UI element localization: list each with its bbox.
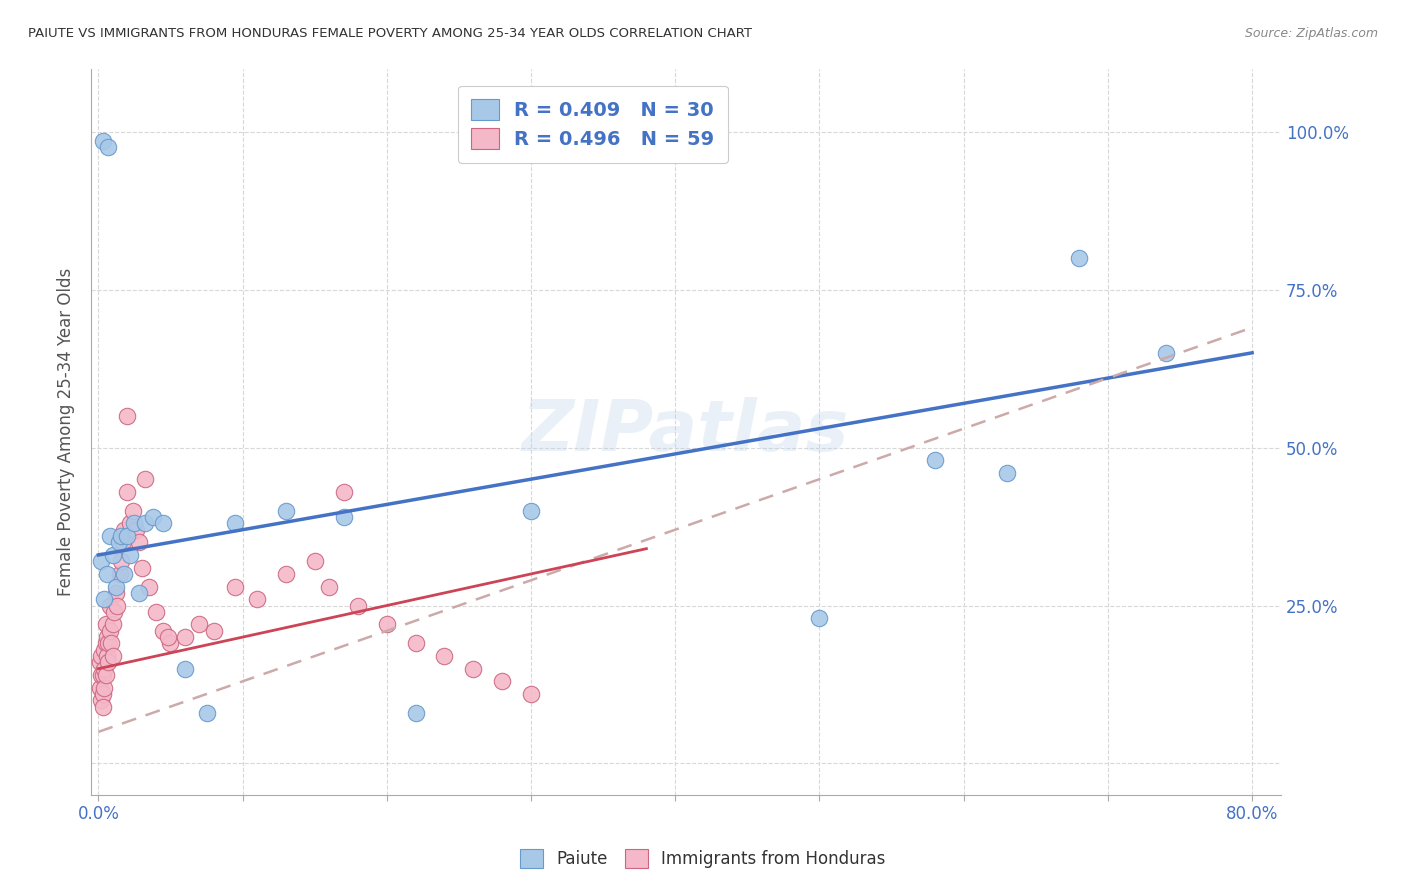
Point xyxy=(104,586,127,600)
Point xyxy=(112,523,135,537)
Point xyxy=(332,484,354,499)
Point xyxy=(159,636,181,650)
Text: Source: ZipAtlas.com: Source: ZipAtlas.com xyxy=(1244,27,1378,40)
Point xyxy=(128,586,150,600)
Point xyxy=(152,516,174,531)
Y-axis label: Female Poverty Among 25-34 Year Olds: Female Poverty Among 25-34 Year Olds xyxy=(58,268,75,596)
Point xyxy=(94,668,117,682)
Point xyxy=(101,649,124,664)
Point xyxy=(93,681,115,695)
Point xyxy=(520,687,543,701)
Point xyxy=(224,516,246,531)
Point xyxy=(142,510,165,524)
Text: ZIPatlas: ZIPatlas xyxy=(523,397,849,467)
Point xyxy=(97,656,120,670)
Point xyxy=(1154,346,1177,360)
Point xyxy=(134,516,156,531)
Point xyxy=(405,636,427,650)
Point xyxy=(93,642,115,657)
Point xyxy=(110,554,132,568)
Point xyxy=(91,134,114,148)
Point xyxy=(375,617,398,632)
Point xyxy=(90,693,112,707)
Point xyxy=(94,636,117,650)
Point xyxy=(96,630,118,644)
Point xyxy=(98,529,121,543)
Point xyxy=(105,599,128,613)
Point xyxy=(93,592,115,607)
Point xyxy=(96,566,118,581)
Point xyxy=(433,649,456,664)
Point xyxy=(995,466,1018,480)
Legend: R = 0.409   N = 30, R = 0.496   N = 59: R = 0.409 N = 30, R = 0.496 N = 59 xyxy=(458,86,728,163)
Point xyxy=(128,535,150,549)
Point xyxy=(174,630,197,644)
Point xyxy=(274,566,297,581)
Point xyxy=(463,662,485,676)
Point xyxy=(115,409,138,423)
Point xyxy=(125,523,148,537)
Point xyxy=(347,599,370,613)
Point xyxy=(120,516,142,531)
Point xyxy=(97,140,120,154)
Point xyxy=(152,624,174,638)
Point xyxy=(332,510,354,524)
Point xyxy=(90,668,112,682)
Point xyxy=(91,687,114,701)
Point xyxy=(115,484,138,499)
Point xyxy=(89,656,111,670)
Point xyxy=(100,636,122,650)
Point xyxy=(97,636,120,650)
Point xyxy=(90,554,112,568)
Point xyxy=(145,605,167,619)
Point xyxy=(98,624,121,638)
Point xyxy=(90,649,112,664)
Point xyxy=(138,580,160,594)
Point xyxy=(224,580,246,594)
Point xyxy=(246,592,269,607)
Point xyxy=(94,617,117,632)
Point xyxy=(124,516,146,531)
Point xyxy=(111,535,134,549)
Point xyxy=(304,554,326,568)
Point xyxy=(491,674,513,689)
Point xyxy=(808,611,831,625)
Point xyxy=(405,706,427,720)
Point xyxy=(104,580,127,594)
Point xyxy=(96,649,118,664)
Point xyxy=(156,630,179,644)
Point xyxy=(115,529,138,543)
Point xyxy=(924,453,946,467)
Point xyxy=(98,599,121,613)
Point xyxy=(112,566,135,581)
Point xyxy=(89,681,111,695)
Point xyxy=(134,472,156,486)
Point xyxy=(1067,251,1090,265)
Point xyxy=(101,617,124,632)
Point xyxy=(202,624,225,638)
Point xyxy=(274,504,297,518)
Point xyxy=(122,504,145,518)
Point xyxy=(188,617,211,632)
Text: PAIUTE VS IMMIGRANTS FROM HONDURAS FEMALE POVERTY AMONG 25-34 YEAR OLDS CORRELAT: PAIUTE VS IMMIGRANTS FROM HONDURAS FEMAL… xyxy=(28,27,752,40)
Point xyxy=(318,580,340,594)
Point xyxy=(103,605,125,619)
Point xyxy=(131,560,153,574)
Point xyxy=(107,535,129,549)
Point xyxy=(101,548,124,562)
Point xyxy=(174,662,197,676)
Point xyxy=(93,662,115,676)
Point xyxy=(108,566,131,581)
Point xyxy=(195,706,218,720)
Point xyxy=(110,529,132,543)
Point xyxy=(120,548,142,562)
Point xyxy=(520,504,543,518)
Point xyxy=(91,699,114,714)
Legend: Paiute, Immigrants from Honduras: Paiute, Immigrants from Honduras xyxy=(513,843,893,875)
Point xyxy=(91,668,114,682)
